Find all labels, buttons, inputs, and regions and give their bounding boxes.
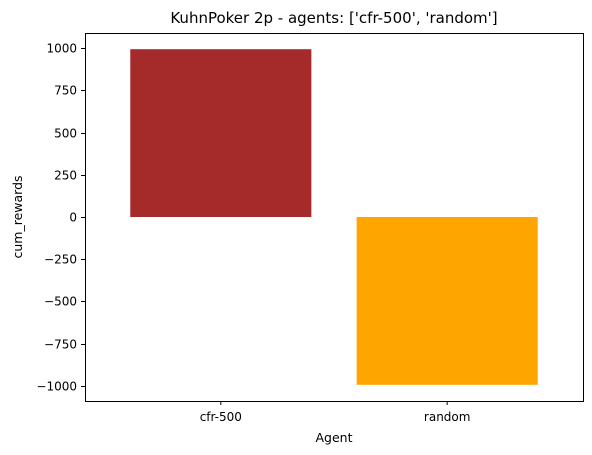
y-tick-label: 750: [54, 84, 77, 98]
y-axis-label: cum_rewards: [10, 175, 25, 258]
y-tick-label: 1000: [46, 42, 77, 56]
y-tick-label: −500: [44, 295, 77, 309]
x-axis-label: Agent: [316, 430, 353, 445]
bar-random: [356, 217, 538, 385]
x-tick-label: random: [424, 410, 471, 424]
chart-title: KuhnPoker 2p - agents: ['cfr-500', 'rand…: [170, 9, 497, 27]
y-tick-label: 250: [54, 169, 77, 183]
x-tick-label: cfr-500: [200, 410, 242, 424]
bars-layer: [130, 49, 538, 385]
y-axis: 1000 750 500 250 0 −250 −500 −750 −1000: [36, 42, 85, 394]
y-tick-label: 500: [54, 127, 77, 141]
y-tick-label: −750: [44, 338, 77, 352]
plot-frame: [85, 33, 584, 402]
x-axis: cfr-500 random: [200, 401, 471, 424]
bar-cfr-500: [130, 49, 312, 217]
y-tick-label: −250: [44, 253, 77, 267]
y-tick-label: 0: [69, 211, 77, 225]
y-tick-label: −1000: [36, 380, 77, 394]
